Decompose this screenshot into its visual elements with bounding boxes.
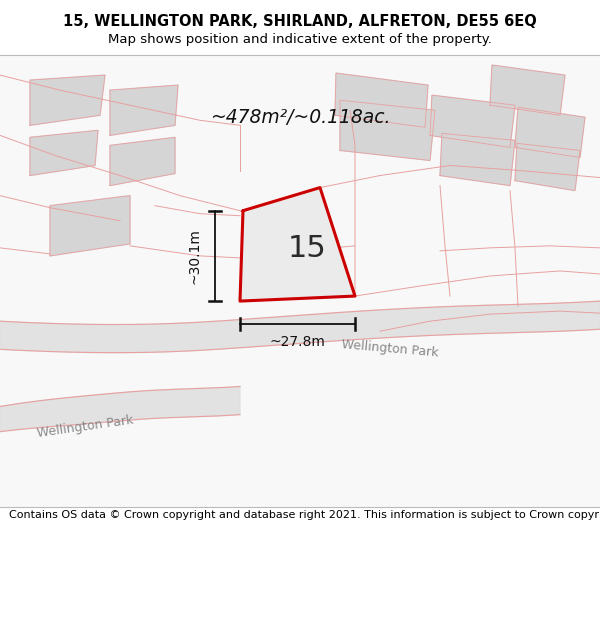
Polygon shape <box>0 55 600 507</box>
Polygon shape <box>430 95 515 148</box>
Polygon shape <box>110 85 178 136</box>
Text: 15, WELLINGTON PARK, SHIRLAND, ALFRETON, DE55 6EQ: 15, WELLINGTON PARK, SHIRLAND, ALFRETON,… <box>63 14 537 29</box>
Text: Wellington Park: Wellington Park <box>341 338 439 359</box>
Polygon shape <box>30 131 98 176</box>
Text: Wellington Park: Wellington Park <box>36 414 134 440</box>
Text: ~30.1m: ~30.1m <box>188 228 202 284</box>
Polygon shape <box>0 301 600 352</box>
Polygon shape <box>240 188 355 301</box>
Polygon shape <box>30 75 105 125</box>
Polygon shape <box>50 196 130 256</box>
Polygon shape <box>515 143 580 191</box>
Polygon shape <box>440 133 515 186</box>
Polygon shape <box>490 65 565 115</box>
Polygon shape <box>515 107 585 158</box>
Text: Contains OS data © Crown copyright and database right 2021. This information is : Contains OS data © Crown copyright and d… <box>9 510 600 520</box>
Text: ~478m²/~0.118ac.: ~478m²/~0.118ac. <box>210 107 390 127</box>
Polygon shape <box>340 100 435 161</box>
Text: Map shows position and indicative extent of the property.: Map shows position and indicative extent… <box>108 32 492 46</box>
Text: ~27.8m: ~27.8m <box>269 335 325 349</box>
Polygon shape <box>110 138 175 186</box>
Polygon shape <box>335 73 428 127</box>
Polygon shape <box>0 386 240 432</box>
Text: 15: 15 <box>288 234 327 263</box>
